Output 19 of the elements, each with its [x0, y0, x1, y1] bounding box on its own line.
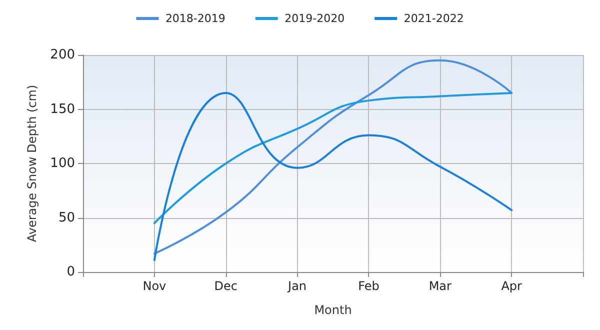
legend-label: 2021-2022 — [404, 12, 464, 25]
line-series — [153, 92, 513, 224]
x-tick-label: Mar — [428, 279, 452, 293]
y-tick-label: 50 — [58, 210, 75, 226]
x-tick-label: Nov — [142, 279, 166, 293]
legend-label: 2019-2020 — [284, 12, 345, 25]
y-tick-label: 200 — [50, 48, 75, 62]
x-axis-title: Month — [314, 303, 352, 317]
line-series — [153, 59, 513, 255]
y-tick-label: 150 — [50, 102, 75, 117]
x-tick-label: Feb — [358, 279, 380, 293]
legend-label: 2018-2019 — [165, 12, 226, 25]
y-axis-title: Average Snow Depth (cm) — [25, 84, 39, 242]
x-tick-label: Apr — [501, 279, 522, 293]
line-series — [153, 92, 513, 262]
y-tick-label: 0 — [66, 264, 75, 280]
x-tick-label: Jan — [287, 279, 307, 293]
y-tick-label: 100 — [50, 156, 75, 171]
x-tick-label: Dec — [214, 279, 238, 293]
